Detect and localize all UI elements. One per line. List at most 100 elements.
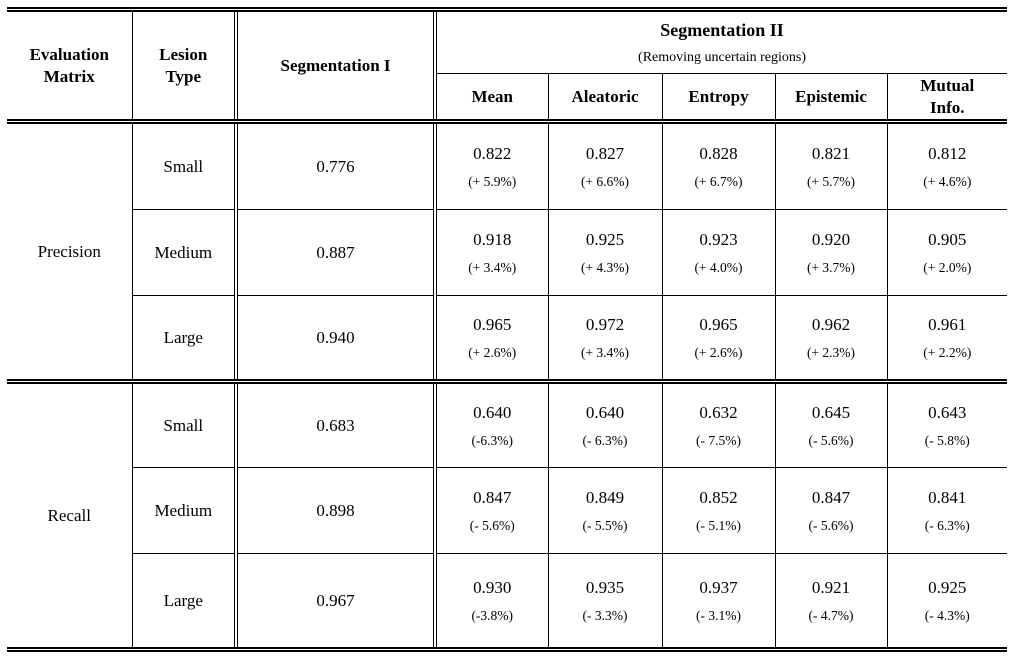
delta-value: (- 3.1%) [696, 607, 741, 623]
segmentation-2-cell: 0.930 (-3.8%) [435, 553, 549, 652]
segmentation-2-cell: 0.920 (+ 3.7%) [775, 209, 888, 296]
segmentation-2-cell: 0.918 (+ 3.4%) [435, 209, 549, 296]
metric-value: 0.920 [811, 229, 851, 249]
delta-value: (-6.3%) [471, 432, 514, 448]
results-table: Evaluation Matrix Lesion Type Segmentati… [7, 7, 1008, 652]
delta-value: (+ 3.4%) [580, 344, 630, 360]
metric-value: 0.812 [928, 143, 967, 163]
delta-value: (- 4.3%) [924, 607, 970, 623]
table-row: Large 0.940 0.965 (+ 2.6%) 0.972 (+ 3.4%) 0.96… [7, 295, 1008, 382]
segmentation-2-cell: 0.965 (+ 2.6%) [435, 295, 549, 382]
metric-value: 0.935 [585, 577, 625, 597]
delta-value: (+ 4.6%) [923, 173, 972, 189]
delta-value: (+ 6.7%) [694, 173, 743, 189]
segmentation-2-cell: 0.923 (+ 4.0%) [662, 209, 776, 296]
metric-value: 0.828 [699, 143, 738, 163]
table-header: Evaluation Matrix Lesion Type Segmentati… [7, 7, 1008, 124]
metric-value: 0.923 [699, 229, 738, 249]
delta-value: (- 5.8%) [924, 432, 970, 448]
delta-value: (-3.8%) [471, 607, 514, 623]
header-row-groups: Evaluation Matrix Lesion Type Segmentati… [7, 7, 1008, 124]
metric-value: 0.905 [928, 229, 967, 249]
metric-cell: Precision [7, 121, 133, 384]
metric-value: 0.841 [928, 487, 967, 507]
results-table-body: Precision Small 0.776 0.822 (+ 5.9%) 0.827 (+ … [7, 121, 1008, 652]
delta-value: (+ 4.0%) [694, 259, 743, 275]
delta-value: (+ 2.2%) [923, 344, 972, 360]
segmentation-2-cell: 0.921 (- 4.7%) [775, 553, 888, 652]
segmentation-2-cell: 0.640 (-6.3%) [435, 379, 549, 468]
segmentation-2-cell: 0.827 (+ 6.6%) [548, 121, 663, 210]
segmentation-2-cell: 0.847 (- 5.6%) [435, 467, 549, 554]
segmentation-2-cell: 0.972 (+ 3.4%) [548, 295, 663, 382]
segmentation-1-cell: 0.887 [236, 209, 437, 296]
col-header-segmentation-1: Segmentation I [236, 7, 437, 124]
segmentation-2-cell: 0.640 (- 6.3%) [548, 379, 663, 468]
metric-value: 0.640 [585, 402, 625, 422]
delta-value: (+ 5.7%) [806, 173, 856, 189]
table-row: Precision Small 0.776 0.822 (+ 5.9%) 0.827 (+ … [7, 121, 1008, 384]
lesion-type-cell: Small [132, 121, 238, 210]
delta-value: (- 6.3%) [924, 517, 970, 533]
metric-value: 0.822 [473, 143, 512, 163]
delta-value: (+ 3.4%) [468, 259, 517, 275]
delta-value: (+ 2.6%) [694, 344, 743, 360]
lesion-type-cell: Large [132, 295, 238, 382]
segmentation-2-cell: 0.849 (- 5.5%) [548, 467, 663, 554]
col-header-mean: Mean [435, 73, 549, 124]
segmentation-2-cell: 0.925 (+ 4.3%) [548, 209, 663, 296]
segmentation-2-cell: 0.632 (- 7.5%) [662, 379, 776, 468]
lesion-type-cell: Medium [132, 209, 238, 296]
col-header-evaluation-matrix: Evaluation Matrix [7, 7, 133, 124]
table-row: Recall Small 0.683 0.640 (-6.3%) 0.640 (- 6.3%… [7, 379, 1008, 652]
segmentation-2-cell: 0.841 (- 6.3%) [887, 467, 1008, 554]
metric-value: 0.930 [473, 577, 512, 597]
delta-value: (+ 2.3%) [806, 344, 856, 360]
segmentation-2-cell: 0.905 (+ 2.0%) [887, 209, 1008, 296]
metric-value: 0.961 [928, 314, 967, 334]
lesion-type-cell: Large [132, 553, 238, 652]
delta-value: (- 7.5%) [696, 432, 741, 448]
metric-value: 0.962 [811, 314, 851, 334]
delta-value: (+ 6.6%) [580, 173, 630, 189]
metric-value: 0.821 [811, 143, 851, 163]
table-row: Medium 0.898 0.847 (- 5.6%) 0.849 (- 5.5%) 0.8… [7, 467, 1008, 554]
segmentation-2-cell: 0.645 (- 5.6%) [775, 379, 888, 468]
table-row: Large 0.967 0.930 (-3.8%) 0.935 (- 3.3%) 0.937… [7, 553, 1008, 652]
segmentation-2-cell: 0.961 (+ 2.2%) [887, 295, 1008, 382]
col-header-lesion-type: Lesion Type [132, 7, 238, 124]
delta-value: (- 5.5%) [582, 517, 628, 533]
metric-value: 0.852 [699, 487, 738, 507]
header-row-subcolumns: Mean Aleatoric Entropy Epistemic Mutual … [7, 73, 1008, 124]
col-header-segmentation-2-group: Segmentation II (Removing uncertain regi… [435, 7, 1008, 74]
segmentation-2-title: Segmentation II [660, 20, 784, 40]
segmentation-2-cell: 0.852 (- 5.1%) [662, 467, 776, 554]
delta-value: (- 4.7%) [808, 607, 854, 623]
segmentation-2-subtitle: (Removing uncertain regions) [638, 49, 806, 65]
delta-value: (+ 2.6%) [468, 344, 517, 360]
lesion-type-cell: Medium [132, 467, 238, 554]
segmentation-2-cell: 0.828 (+ 6.7%) [662, 121, 776, 210]
segmentation-1-cell: 0.940 [236, 295, 437, 382]
delta-value: (+ 4.3%) [580, 259, 630, 275]
table-row: Medium 0.887 0.918 (+ 3.4%) 0.925 (+ 4.3%) 0.9… [7, 209, 1008, 296]
metric-value: 0.640 [473, 402, 512, 422]
delta-value: (- 5.1%) [696, 517, 741, 533]
metric-value: 0.925 [928, 577, 967, 597]
delta-value: (- 6.3%) [582, 432, 628, 448]
delta-value: (+ 3.7%) [806, 259, 856, 275]
metric-value: 0.937 [699, 577, 738, 597]
metric-value: 0.643 [928, 402, 967, 422]
segmentation-1-cell: 0.683 [236, 379, 437, 468]
segmentation-2-cell: 0.643 (- 5.8%) [887, 379, 1008, 468]
delta-value: (- 5.6%) [808, 517, 854, 533]
metric-value: 0.972 [585, 314, 625, 334]
col-header-entropy: Entropy [662, 73, 776, 124]
segmentation-2-cell: 0.937 (- 3.1%) [662, 553, 776, 652]
metric-value: 0.965 [699, 314, 738, 334]
col-header-epistemic: Epistemic [775, 73, 888, 124]
segmentation-1-cell: 0.776 [236, 121, 437, 210]
segmentation-2-cell: 0.812 (+ 4.6%) [887, 121, 1008, 210]
metric-value: 0.645 [811, 402, 851, 422]
delta-value: (- 3.3%) [582, 607, 628, 623]
